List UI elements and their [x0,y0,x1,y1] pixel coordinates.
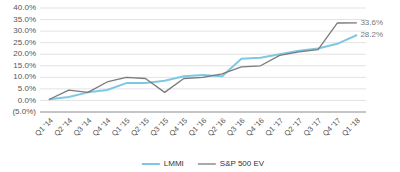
x-tick-label: Q2 '16 [206,116,228,138]
x-tick-label: Q3 '14 [71,116,93,138]
y-tick-label: 5.0% [18,84,36,93]
x-axis-line [40,112,366,113]
x-tick-label: Q4 '14 [91,116,113,138]
grid-line [40,88,366,89]
x-tick-label: Q1 '15 [110,116,132,138]
series-line [50,23,357,99]
y-tick-label: 15.0% [13,61,36,70]
x-tick-label: Q1 '14 [33,116,55,138]
x-tick-label: Q2 '17 [282,116,304,138]
y-tick-label: 25.0% [13,38,36,47]
x-tick-label: Q1 '17 [263,116,285,138]
x-tick-label: Q3 '16 [225,116,247,138]
lines [50,23,357,99]
legend-swatch [198,163,216,164]
x-tick-label: Q1 '16 [187,116,209,138]
y-tick-label: 35.0% [13,15,36,24]
chart: (5.0%) 0.0% 5.0% 10.0% 15.0% 20.0% 25.0% 30.0% 3… [0,0,400,172]
legend-label: LMMI [164,159,184,168]
x-tick-label: Q4 '15 [167,116,189,138]
x-tick-label: Q3 '17 [302,116,324,138]
grid-line [40,112,366,113]
x-tick-label: Q1 '18 [340,116,362,138]
y-tick-label: 10.0% [13,72,36,81]
x-axis: Q1 '14Q2 '14Q3 '14Q4 '14Q1 '15Q2 '15Q3 '… [33,116,362,138]
legend-label: S&P 500 EV [220,159,265,168]
y-tick-label: 30.0% [13,26,36,35]
grid-line [40,54,366,55]
grid-line [40,31,366,32]
y-tick-label: 0.0% [18,96,36,105]
grid-line [40,65,366,66]
end-label: 28.2% [360,30,383,39]
grid-line [40,100,366,101]
y-axis: (5.0%) 0.0% 5.0% 10.0% 15.0% 20.0% 25.0% 30.0% 3… [12,3,36,116]
legend-item: S&P 500 EV [198,159,265,168]
x-tick-label: Q3 '15 [148,116,170,138]
legend: LMMI S&P 500 EV [142,159,265,168]
x-tick-label: Q2 '14 [52,116,74,138]
grid [40,8,366,112]
y-tick-label: 20.0% [13,49,36,58]
x-tick-label: Q4 '17 [321,116,343,138]
x-tick-label: Q2 '15 [129,116,151,138]
legend-swatch [142,163,160,165]
grid-line [40,19,366,20]
annotations: 33.6% 28.2% [360,18,383,39]
y-tick-label: (5.0%) [12,107,36,116]
y-tick-label: 40.0% [13,3,36,12]
series-line [50,35,357,99]
end-label: 33.6% [360,18,383,27]
grid-line [40,8,366,9]
legend-item: LMMI [142,159,184,168]
x-tick-label: Q4 '16 [244,116,266,138]
grid-line [40,42,366,43]
